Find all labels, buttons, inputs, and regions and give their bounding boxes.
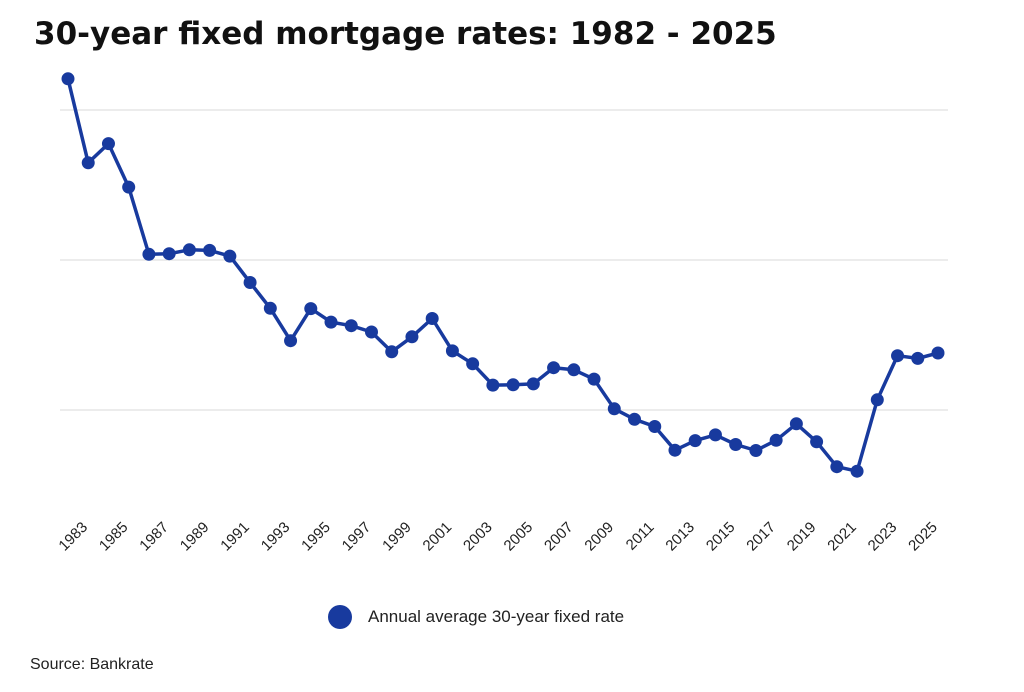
x-tick-label: 1983 xyxy=(55,519,91,555)
data-point xyxy=(850,464,864,478)
data-point xyxy=(749,444,763,457)
data-point xyxy=(263,301,277,315)
data-point xyxy=(729,438,743,451)
x-tick-label: 1995 xyxy=(298,519,334,555)
data-point xyxy=(182,243,196,257)
legend: Annual average 30-year fixed rate xyxy=(328,605,624,629)
x-axis-tick-labels: 1983 1985 1987 1989 1991 1993 1995 1997 1999 2001… xyxy=(55,519,940,555)
series-line xyxy=(66,77,940,473)
data-point xyxy=(789,417,803,431)
x-tick-label: 1999 xyxy=(379,519,415,555)
data-point xyxy=(810,435,824,449)
data-point xyxy=(547,361,561,375)
data-point xyxy=(891,349,905,363)
data-point xyxy=(526,377,540,391)
data-point xyxy=(668,443,682,457)
legend-label: Annual average 30-year fixed rate xyxy=(368,607,625,626)
x-tick-label: 1993 xyxy=(258,519,294,555)
x-tick-label: 2007 xyxy=(541,519,577,555)
x-tick-label: 1989 xyxy=(177,519,213,555)
legend-marker xyxy=(328,605,352,629)
data-point xyxy=(466,357,480,371)
x-tick-label: 2011 xyxy=(623,519,658,554)
x-tick-label: 2003 xyxy=(460,519,496,555)
x-tick-label: 1987 xyxy=(136,519,172,555)
x-tick-label: 2015 xyxy=(703,519,739,555)
data-point xyxy=(324,315,338,329)
x-tick-label: 2023 xyxy=(865,519,901,555)
data-point xyxy=(385,345,399,359)
x-tick-label: 2017 xyxy=(743,519,779,555)
data-point xyxy=(607,402,621,416)
x-tick-label: 1985 xyxy=(96,519,132,555)
data-point xyxy=(688,434,702,448)
data-point xyxy=(61,72,75,86)
x-tick-label: 2009 xyxy=(581,519,617,555)
data-point xyxy=(486,378,500,392)
data-point xyxy=(81,156,95,170)
data-point xyxy=(142,247,156,261)
gridlines xyxy=(60,109,948,411)
data-point xyxy=(405,330,419,344)
x-tick-label: 2001 xyxy=(420,519,456,555)
x-tick-label: 2019 xyxy=(784,519,820,555)
data-point xyxy=(830,460,844,474)
data-point xyxy=(648,420,662,433)
series-lines xyxy=(66,77,940,473)
x-tick-label: 2005 xyxy=(501,519,537,555)
x-tick-label: 1991 xyxy=(217,519,253,555)
x-tick-label: 2025 xyxy=(905,519,941,555)
data-point xyxy=(203,243,217,257)
data-point xyxy=(344,319,358,333)
source-note: Source: Bankrate xyxy=(30,656,154,673)
data-point xyxy=(628,412,642,426)
data-point xyxy=(587,372,601,386)
data-point xyxy=(708,428,722,442)
data-point xyxy=(284,334,298,348)
data-point xyxy=(364,325,378,339)
data-point xyxy=(101,137,115,151)
data-point xyxy=(567,363,581,377)
data-point xyxy=(931,346,945,360)
data-point xyxy=(870,393,884,407)
data-point xyxy=(506,378,520,392)
x-tick-label: 2021 xyxy=(824,519,860,555)
data-point xyxy=(162,247,176,261)
data-point xyxy=(425,312,439,325)
x-tick-label: 2013 xyxy=(662,519,698,555)
data-point xyxy=(304,302,318,316)
data-point xyxy=(122,180,136,194)
chart-title: 30-year fixed mortgage rates: 1982 - 202… xyxy=(34,16,777,52)
series-points xyxy=(61,72,945,478)
x-tick-label: 1997 xyxy=(339,519,375,555)
data-point xyxy=(769,433,783,447)
data-point xyxy=(223,249,237,263)
data-point xyxy=(243,276,257,289)
data-point xyxy=(911,351,925,365)
data-point xyxy=(445,344,459,358)
